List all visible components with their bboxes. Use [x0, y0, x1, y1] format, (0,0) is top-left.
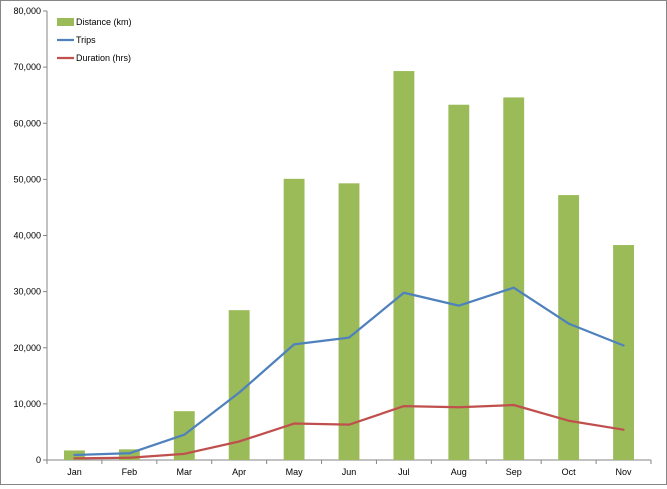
bar: [503, 97, 525, 461]
bar: [118, 449, 140, 460]
y-tick-label: 30,000: [13, 287, 41, 297]
bar: [613, 245, 634, 460]
x-tick-label: Oct: [562, 467, 577, 477]
y-tick-label: 70,000: [13, 62, 41, 72]
x-tick-label: Sep: [506, 467, 522, 477]
y-tick-label: 80,000: [13, 6, 41, 16]
x-tick-label: Feb: [122, 467, 138, 477]
legend-label: Distance (km): [76, 17, 132, 27]
bar: [393, 71, 415, 461]
y-tick-label: 0: [36, 455, 41, 465]
legend-label: Duration (hrs): [76, 53, 131, 63]
bar: [448, 104, 470, 460]
bar: [338, 183, 360, 460]
x-tick-label: Jun: [342, 467, 357, 477]
series-line: [73, 403, 625, 460]
y-tick-label: 60,000: [13, 118, 41, 128]
x-axis-ticks: Jan Feb Mar Apr May Jun Jul Aug Sep Oct Nov: [46, 460, 652, 477]
bar-series: [64, 71, 634, 461]
x-tick-label: Aug: [451, 467, 467, 477]
x-tick-label: Jan: [67, 467, 82, 477]
y-axis-ticks: 0 10,000 20,000 30,000 40,000 50,000 60,000 70,…: [13, 6, 47, 465]
x-tick-label: May: [286, 467, 304, 477]
series-line: [73, 286, 625, 457]
x-tick-label: Apr: [232, 467, 246, 477]
x-tick-label: Nov: [616, 467, 633, 477]
legend-label: Trips: [76, 35, 96, 45]
y-tick-label: 20,000: [13, 343, 41, 353]
x-tick-label: Jul: [398, 467, 410, 477]
y-tick-label: 40,000: [13, 231, 41, 241]
line-series: [73, 286, 625, 460]
x-tick-label: Mar: [177, 467, 193, 477]
y-tick-label: 10,000: [13, 399, 41, 409]
y-tick-label: 50,000: [13, 174, 41, 184]
bar: [228, 310, 250, 460]
bar: [558, 195, 580, 460]
bar: [283, 178, 305, 460]
legend-swatch: [57, 18, 74, 26]
legend: Distance (km) Trips Duration (hrs): [57, 17, 132, 63]
